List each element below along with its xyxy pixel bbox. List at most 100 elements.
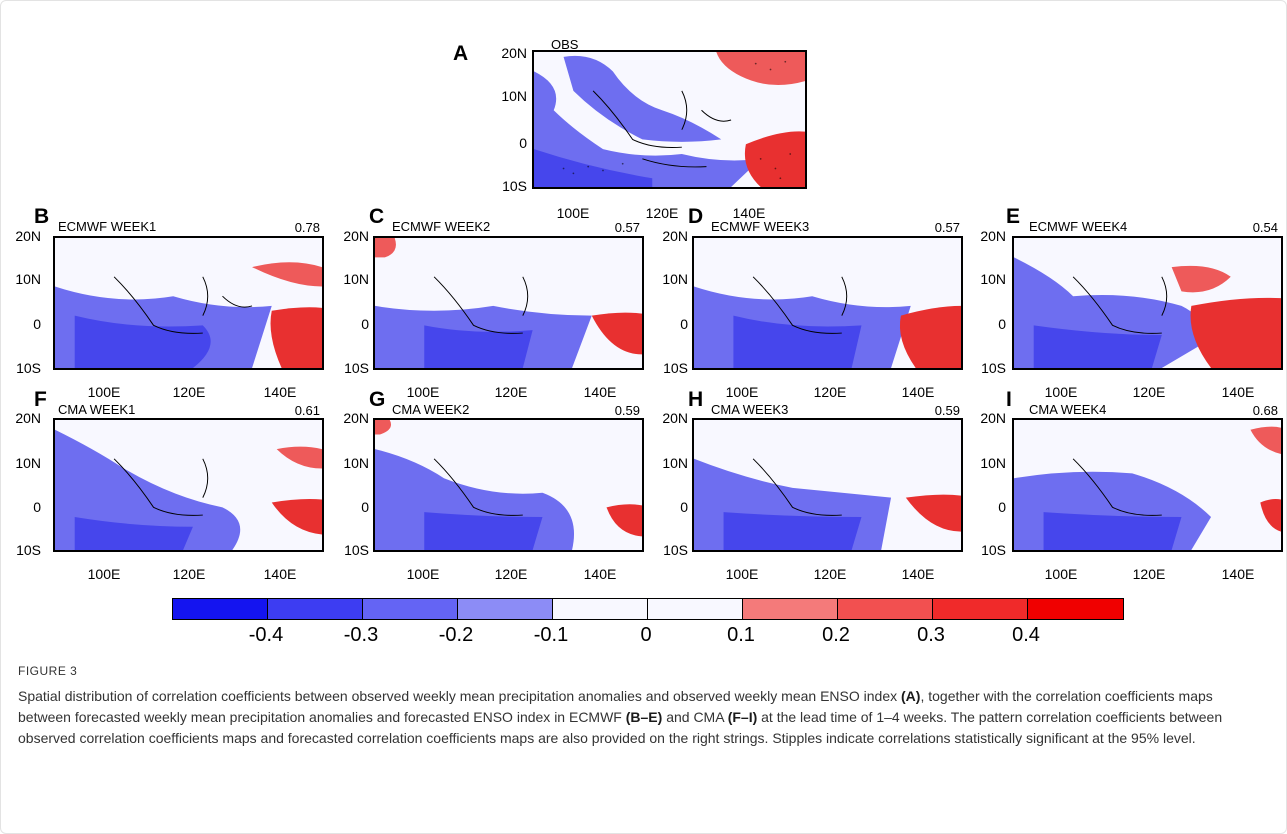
pattern-correlation: 0.54 xyxy=(1252,220,1278,235)
lon-tick: 140E xyxy=(263,566,297,582)
lat-tick: 0 xyxy=(680,316,688,332)
caption-ref: (F–I) xyxy=(727,709,758,725)
lat-tick: 10S xyxy=(981,360,1006,376)
lon-tick: 120E xyxy=(1132,566,1166,582)
panel-title: CMA WEEK3 xyxy=(711,402,789,417)
colorbar-swatch xyxy=(553,599,648,619)
panel-letter: H xyxy=(688,388,704,411)
panel-title: OBS xyxy=(551,37,579,52)
panel-title: CMA WEEK2 xyxy=(392,402,470,417)
lon-tick: 120E xyxy=(172,384,206,400)
lat-tick: 0 xyxy=(680,499,688,515)
colorbar-swatch xyxy=(648,599,743,619)
map-h xyxy=(692,418,963,552)
lat-tick: 10S xyxy=(16,360,41,376)
panel-title: ECMWF WEEK3 xyxy=(711,219,810,234)
panel-title: ECMWF WEEK1 xyxy=(58,219,157,234)
map-d xyxy=(692,236,963,370)
lat-tick: 0 xyxy=(998,499,1006,515)
colorbar-swatch xyxy=(933,599,1028,619)
pattern-correlation: 0.78 xyxy=(294,220,320,235)
caption-text: Spatial distribution of correlation coef… xyxy=(18,688,902,704)
lat-tick: 20N xyxy=(15,228,41,244)
map-i xyxy=(1012,418,1283,552)
lon-tick: 120E xyxy=(494,384,528,400)
lat-tick: 10N xyxy=(343,455,369,471)
pattern-correlation: 0.57 xyxy=(934,220,960,235)
lat-tick: 10S xyxy=(663,360,688,376)
lat-tick: 0 xyxy=(519,135,527,151)
colorbar-label: -0.3 xyxy=(343,624,379,646)
lon-tick: 140E xyxy=(1221,566,1255,582)
colorbar-swatch xyxy=(1028,599,1123,619)
lon-tick: 140E xyxy=(901,384,935,400)
colorbar-swatch xyxy=(458,599,553,619)
lon-tick: 100E xyxy=(725,566,759,582)
figure-label: FIGURE 3 xyxy=(18,664,78,678)
colorbar-swatch xyxy=(363,599,458,619)
lat-tick: 10N xyxy=(662,455,688,471)
lat-tick: 20N xyxy=(343,410,369,426)
map-f xyxy=(53,418,324,552)
lon-tick: 120E xyxy=(813,384,847,400)
panel-title: ECMWF WEEK2 xyxy=(392,219,491,234)
lon-tick: 140E xyxy=(732,205,766,221)
lat-tick: 10S xyxy=(981,542,1006,558)
panel-title: ECMWF WEEK4 xyxy=(1029,219,1128,234)
panel-letter: G xyxy=(369,388,386,411)
lon-tick: 140E xyxy=(1221,384,1255,400)
lon-tick: 100E xyxy=(406,384,440,400)
pattern-correlation: 0.61 xyxy=(294,403,320,418)
lon-tick: 100E xyxy=(406,566,440,582)
lat-tick: 0 xyxy=(33,499,41,515)
lon-tick: 140E xyxy=(583,384,617,400)
map-b xyxy=(53,236,324,370)
colorbar-swatch xyxy=(743,599,838,619)
lat-tick: 10N xyxy=(980,271,1006,287)
lat-tick: 20N xyxy=(980,228,1006,244)
lat-tick: 10S xyxy=(502,178,527,194)
map-c xyxy=(373,236,644,370)
panel-letter: B xyxy=(34,205,50,228)
caption-text: , together with the correlation coeffici… xyxy=(18,688,1213,725)
lat-tick: 0 xyxy=(361,316,369,332)
caption-text: at the lead time of 1–4 weeks. The patte… xyxy=(18,709,1223,746)
lat-tick: 10N xyxy=(15,271,41,287)
lat-tick: 20N xyxy=(662,410,688,426)
lon-tick: 120E xyxy=(172,566,206,582)
lon-tick: 100E xyxy=(1044,566,1078,582)
lon-tick: 140E xyxy=(263,384,297,400)
lat-tick: 10N xyxy=(343,271,369,287)
lon-tick: 100E xyxy=(556,205,590,221)
colorbar-label: 0 xyxy=(640,624,652,646)
lon-tick: 120E xyxy=(645,205,679,221)
lat-tick: 20N xyxy=(343,228,369,244)
lon-tick: 120E xyxy=(813,566,847,582)
colorbar-label: 0.2 xyxy=(822,624,850,646)
lat-tick: 10N xyxy=(15,455,41,471)
colorbar-swatch xyxy=(838,599,933,619)
colorbar-swatch xyxy=(268,599,363,619)
colorbar-label: -0.2 xyxy=(438,624,474,646)
panel-title: CMA WEEK1 xyxy=(58,402,136,417)
lat-tick: 10S xyxy=(344,360,369,376)
lon-tick: 120E xyxy=(494,566,528,582)
panel-title: CMA WEEK4 xyxy=(1029,402,1107,417)
colorbar-label: 0.3 xyxy=(917,624,945,646)
panel-letter: I xyxy=(1006,388,1012,411)
panel-letter: C xyxy=(369,205,385,228)
colorbar xyxy=(172,598,1124,620)
lon-tick: 140E xyxy=(901,566,935,582)
lon-tick: 140E xyxy=(583,566,617,582)
lat-tick: 20N xyxy=(501,45,527,61)
map-e xyxy=(1012,236,1283,370)
lat-tick: 10N xyxy=(501,88,527,104)
lat-tick: 0 xyxy=(998,316,1006,332)
lat-tick: 20N xyxy=(662,228,688,244)
map-a xyxy=(532,50,807,189)
lat-tick: 10S xyxy=(16,542,41,558)
lon-tick: 100E xyxy=(725,384,759,400)
lon-tick: 100E xyxy=(1044,384,1078,400)
lat-tick: 10S xyxy=(663,542,688,558)
figure-caption: Spatial distribution of correlation coef… xyxy=(18,686,1258,749)
